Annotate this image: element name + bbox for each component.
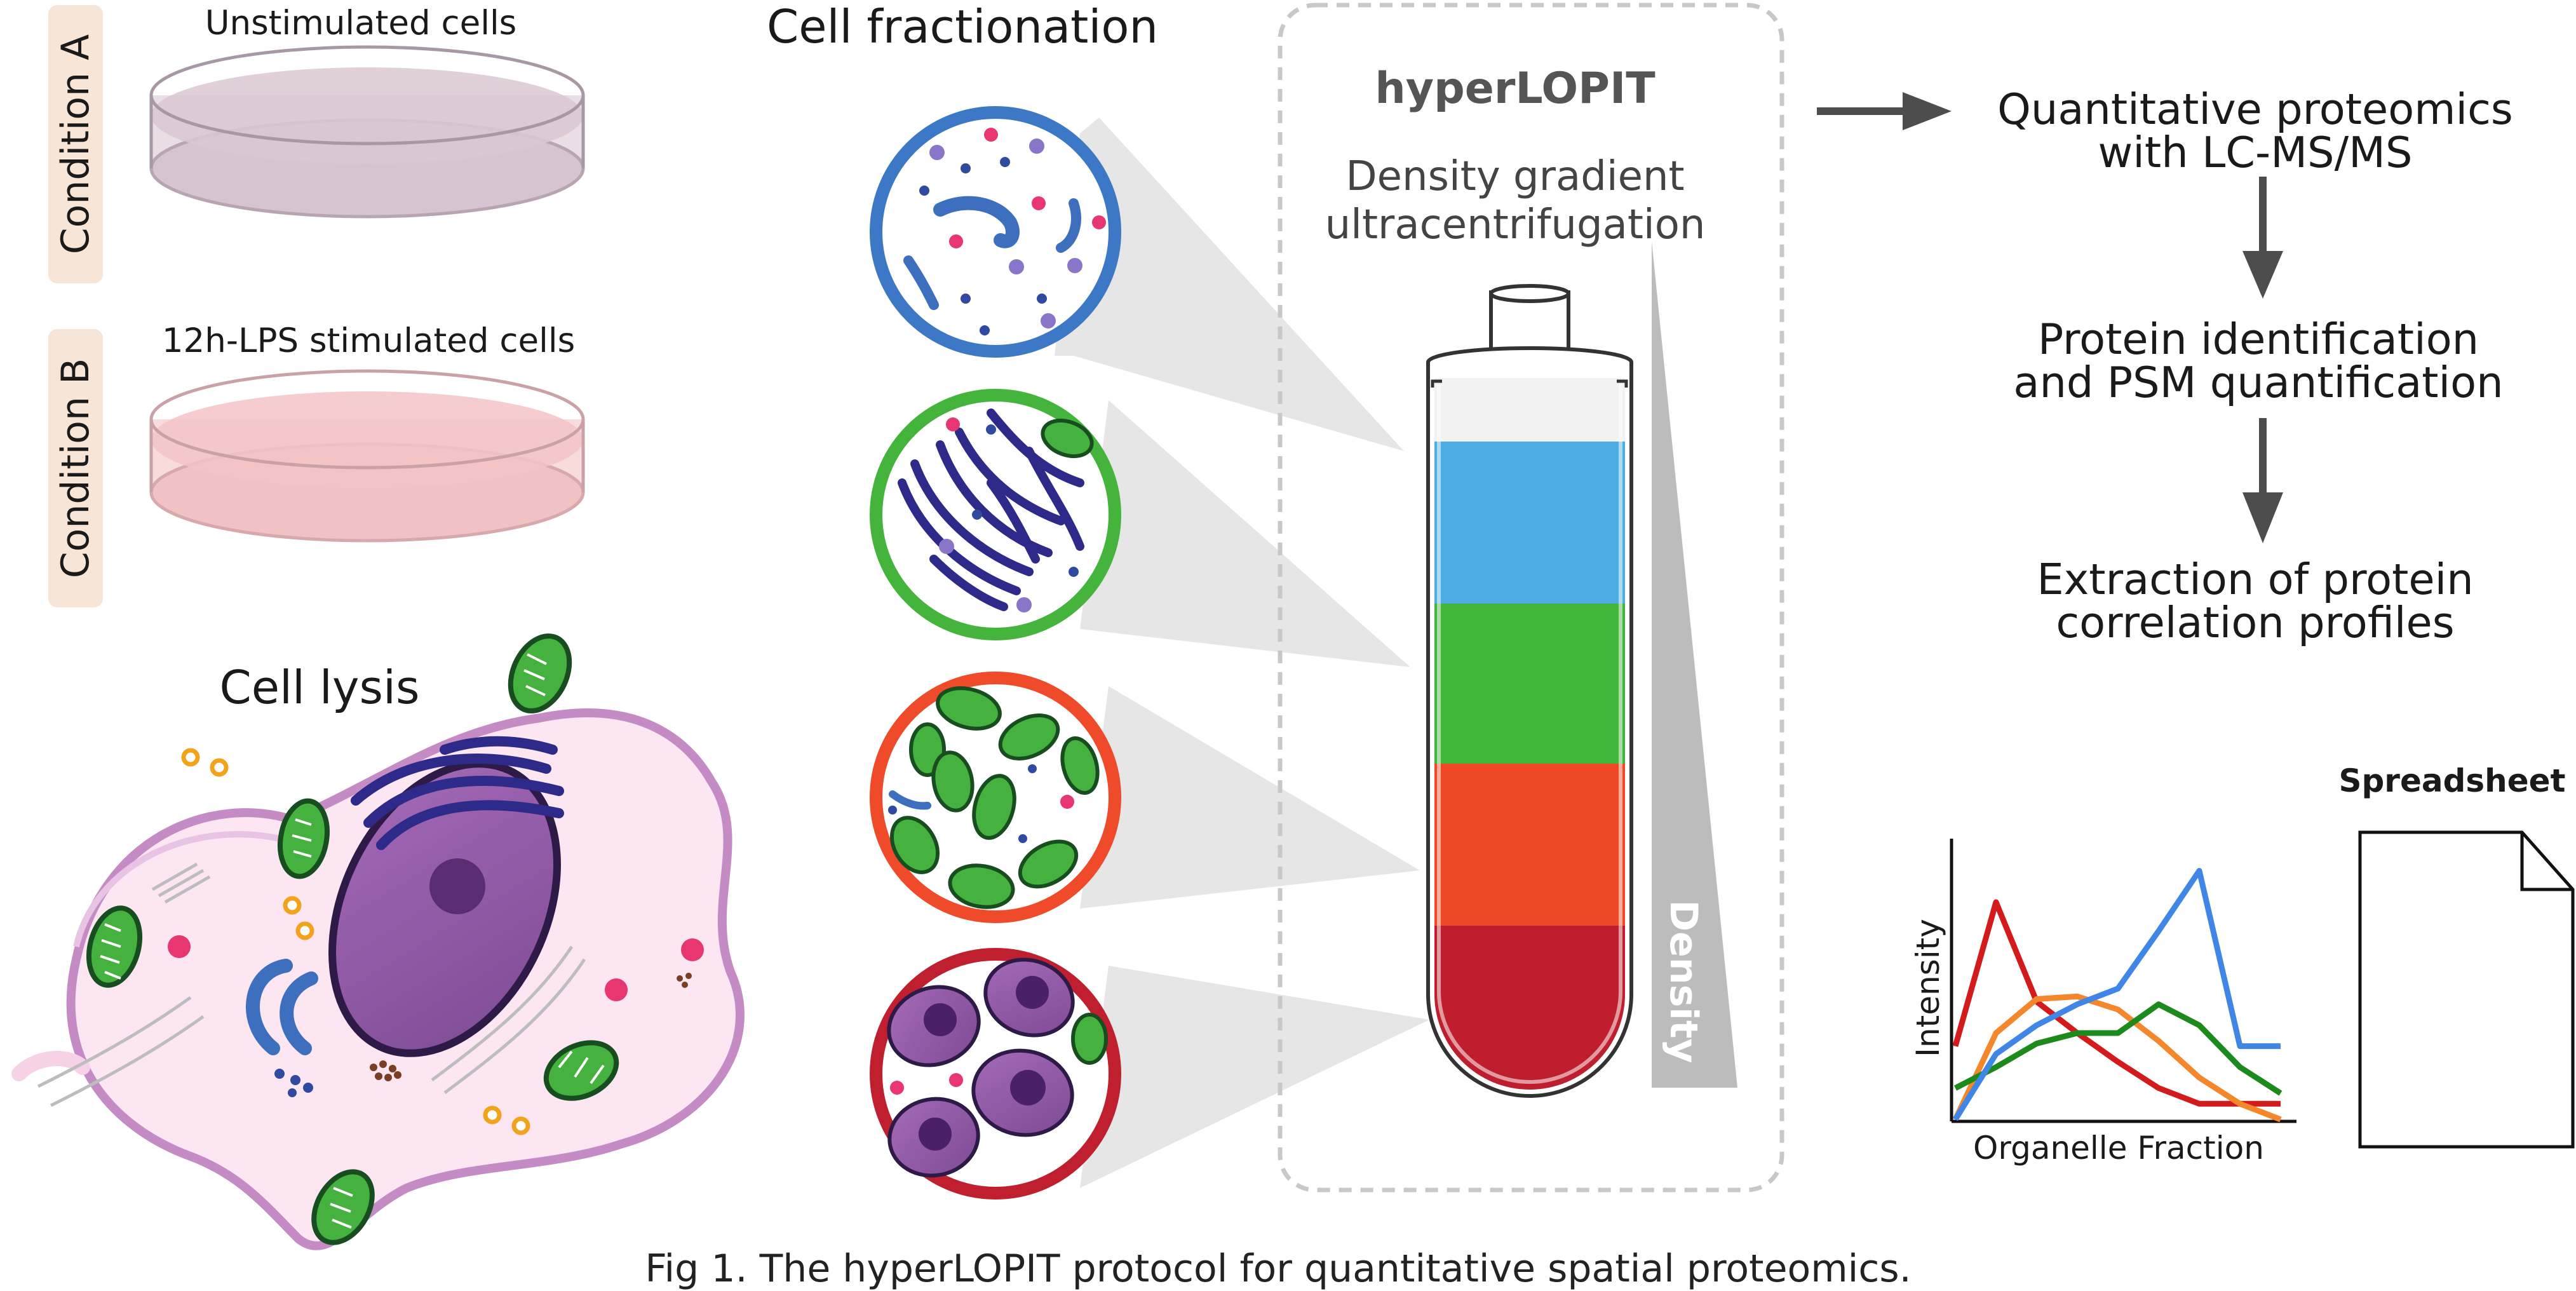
step-1-line-2: with LC-MS/MS: [2098, 128, 2413, 177]
hyperlopit-subtitle-line-2: ultracentrifugation: [1325, 201, 1706, 248]
density-label: Density: [1661, 900, 1706, 1064]
profile-plot: [1950, 839, 2296, 1123]
step-3-line-2: correlation profiles: [2056, 598, 2455, 647]
dish-condition-a: [149, 45, 585, 219]
fraction-cones: [1055, 118, 1429, 1188]
hyperlopit-subtitle-line-1: Density gradient: [1345, 153, 1685, 200]
fraction-circle-1: [870, 106, 1121, 358]
profile-line-1: [1952, 899, 2281, 1107]
fraction-circle-3: [870, 672, 1121, 923]
step-2-line-2: and PSM quantification: [2013, 358, 2504, 407]
spreadsheet-document: [2358, 830, 2575, 1149]
cell-lysis-title: Cell lysis: [219, 661, 420, 714]
step-2-line-1: Protein identification: [2037, 314, 2479, 364]
fraction-circle-2: [870, 389, 1121, 640]
step-3-line-1: Extraction of protein: [2037, 555, 2474, 604]
spreadsheet-title: Spreadsheet: [2338, 762, 2566, 799]
profile-line-2: [1952, 993, 2282, 1123]
hyperlopit-box: [1278, 3, 1784, 1193]
hyperlopit-subtitle: Density gradient ultracentrifugation: [1325, 152, 1706, 249]
cell-fractionation-title: Cell fractionation: [766, 0, 1159, 53]
plot-y-label: Intensity: [1910, 919, 1946, 1057]
dish-a-label: Unstimulated cells: [205, 4, 517, 43]
step-1-line-1: Quantitative proteomics: [1997, 84, 2513, 134]
fraction-circle-4: [870, 948, 1121, 1200]
step-3: Extraction of protein correlation profil…: [2037, 558, 2473, 644]
condition-a-label: Condition A: [53, 34, 98, 255]
condition-b-tag: Condition B: [48, 329, 103, 607]
dish-condition-b: [149, 369, 585, 543]
cell-illustration: [11, 633, 745, 1250]
centrifuge-tube: [1426, 284, 1633, 1098]
density-wedge: [1652, 241, 1737, 1088]
profile-line-3: [1953, 1001, 2283, 1096]
workflow-arrows: [1817, 92, 2283, 543]
dish-b-label: 12h-LPS stimulated cells: [161, 321, 576, 360]
figure-caption: Fig 1. The hyperLOPIT protocol for quant…: [645, 1247, 1912, 1291]
step-2: Protein identification and PSM quantific…: [2013, 318, 2503, 404]
hyperlopit-title: hyperLOPIT: [1375, 64, 1656, 114]
condition-b-label: Condition B: [53, 358, 98, 579]
step-1: Quantitative proteomics with LC-MS/MS: [1997, 88, 2513, 174]
condition-a-tag: Condition A: [48, 5, 103, 283]
profile-line-4: [1953, 868, 2281, 1121]
plot-x-label: Organelle Fraction: [1973, 1130, 2264, 1166]
